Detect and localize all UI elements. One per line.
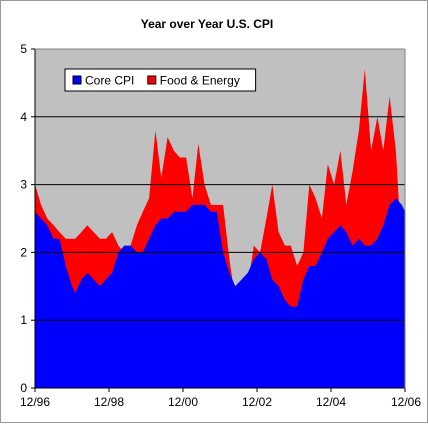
legend: Core CPI Food & Energy [64, 68, 257, 92]
series-area-core-cpi [35, 198, 406, 388]
y-tick-label-4: 4 [20, 110, 27, 124]
x-tick-label-2: 12/00 [168, 395, 198, 409]
x-tick-label-0: 12/96 [20, 395, 50, 409]
y-tick-label-3: 3 [20, 178, 27, 192]
y-tick-label-0: 0 [20, 381, 27, 395]
x-tick-label-4: 12/04 [316, 395, 346, 409]
legend-label-food-energy: Food & Energy [160, 74, 240, 88]
x-tick-label-5: 12/06 [391, 395, 421, 409]
legend-label-core-cpi: Core CPI [85, 74, 134, 88]
chart-title: Year over Year U.S. CPI [141, 17, 274, 31]
x-tick-label-3: 12/02 [242, 395, 272, 409]
y-tick-label-5: 5 [20, 42, 27, 56]
legend-swatch-food-energy [147, 75, 157, 85]
legend-swatch-core-cpi [72, 75, 82, 85]
y-tick-label-2: 2 [20, 245, 27, 259]
x-tick-label-1: 12/98 [94, 395, 124, 409]
legend-box [64, 68, 257, 92]
y-tick-label-1: 1 [20, 313, 27, 327]
